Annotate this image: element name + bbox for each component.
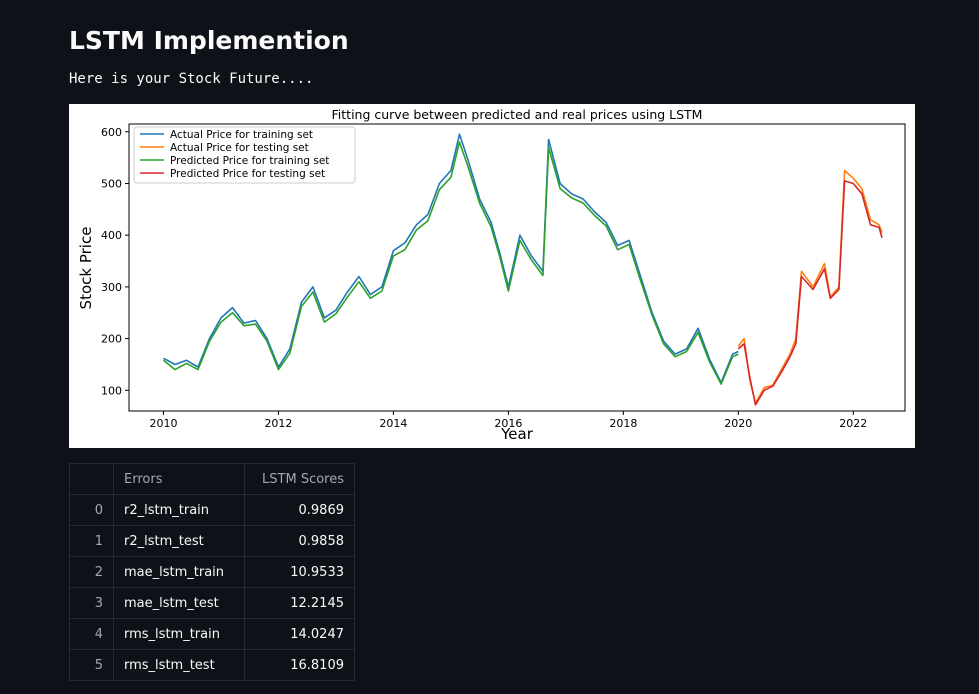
legend-label: Predicted Price for testing set (170, 168, 325, 180)
row-index: 4 (69, 618, 114, 650)
page-title: LSTM Implemention (69, 26, 349, 55)
table-row: 2 mae_lstm_train 10.9533 (69, 556, 355, 588)
y-axis-label: Stock Price (77, 227, 95, 310)
series-layer (162, 133, 883, 406)
x-tick-label: 2022 (839, 417, 867, 430)
error-name-cell: r2_lstm_test (113, 525, 245, 557)
error-name-cell: rms_lstm_test (113, 649, 245, 681)
errors-header[interactable]: Errors (113, 463, 245, 495)
row-index: 3 (69, 587, 114, 619)
y-tick-label: 500 (101, 177, 122, 190)
error-name-cell: mae_lstm_test (113, 587, 245, 619)
legend-label: Actual Price for training set (170, 129, 313, 141)
row-index: 0 (69, 494, 114, 526)
tick-layer: 2010 2012 2014 2016 2018 2020 2022 100 200 300 400… (101, 126, 867, 430)
index-header[interactable] (69, 463, 114, 495)
x-tick-label: 2014 (379, 417, 407, 430)
score-cell: 10.9533 (244, 556, 355, 588)
chart-title: Fitting curve between predicted and real… (332, 107, 703, 122)
x-tick-label: 2010 (149, 417, 177, 430)
legend-label: Actual Price for testing set (170, 142, 309, 154)
plot-frame (128, 123, 906, 412)
x-tick-label: 2018 (609, 417, 637, 430)
x-tick-label: 2020 (724, 417, 752, 430)
table-row: 4 rms_lstm_train 14.0247 (69, 618, 355, 650)
error-name-cell: r2_lstm_train (113, 494, 245, 526)
error-name-cell: mae_lstm_train (113, 556, 245, 588)
y-tick-label: 400 (101, 229, 122, 242)
row-index: 5 (69, 649, 114, 681)
scores-header[interactable]: LSTM Scores (244, 463, 355, 495)
series-line-2 (162, 141, 739, 385)
score-cell: 12.2145 (244, 587, 355, 619)
error-name-cell: rms_lstm_train (113, 618, 245, 650)
legend-frame (133, 126, 356, 184)
chart-figure: Fitting curve between predicted and real… (69, 104, 915, 448)
score-cell: 0.9858 (244, 525, 355, 557)
score-cell: 0.9869 (244, 494, 355, 526)
score-cell: 14.0247 (244, 618, 355, 650)
x-tick-label: 2016 (494, 417, 522, 430)
series-line-0 (163, 133, 739, 384)
table-header-row: Errors LSTM Scores (69, 463, 355, 495)
x-tick-label: 2012 (264, 417, 292, 430)
page-subtitle: Here is your Stock Future.... (69, 71, 314, 87)
chart-svg: Fitting curve between predicted and real… (77, 107, 906, 443)
y-tick-label: 100 (101, 384, 122, 397)
row-index: 2 (69, 556, 114, 588)
y-tick-label: 600 (101, 126, 122, 139)
y-tick-label: 300 (101, 281, 122, 294)
table-row: 1 r2_lstm_test 0.9858 (69, 525, 355, 557)
series-line-1 (737, 169, 883, 405)
legend-label: Predicted Price for training set (170, 155, 329, 167)
table-row: 3 mae_lstm_test 12.2145 (69, 587, 355, 619)
series-line-3 (737, 180, 883, 406)
y-tick-label: 200 (101, 333, 122, 346)
x-axis-label: Year (500, 425, 534, 443)
score-cell: 16.8109 (244, 649, 355, 681)
table-row: 5 rms_lstm_test 16.8109 (69, 649, 355, 681)
row-index: 1 (69, 525, 114, 557)
scores-table: Errors LSTM Scores 0 r2_lstm_train 0.986… (69, 463, 355, 681)
table-row: 0 r2_lstm_train 0.9869 (69, 494, 355, 526)
